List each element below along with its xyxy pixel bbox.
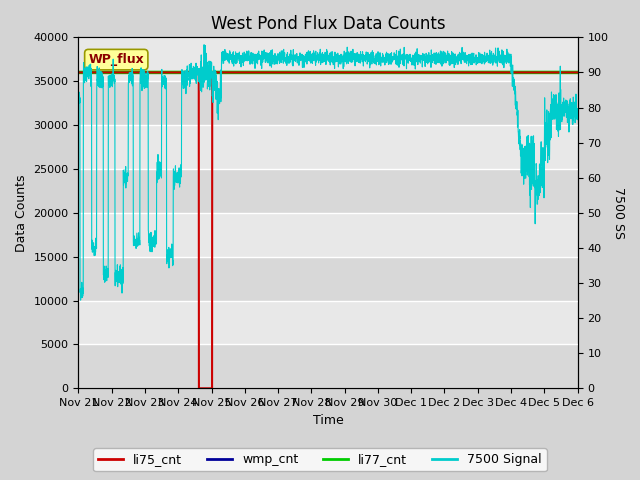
Bar [79,300,578,345]
Bar [79,125,578,169]
Legend: li75_cnt, wmp_cnt, li77_cnt, 7500 Signal: li75_cnt, wmp_cnt, li77_cnt, 7500 Signal [93,448,547,471]
Bar [79,345,578,388]
Y-axis label: Data Counts: Data Counts [15,174,28,252]
Bar [79,37,578,81]
Y-axis label: 7500 SS: 7500 SS [612,187,625,239]
X-axis label: Time: Time [312,414,344,427]
Bar [79,169,578,213]
Title: West Pond Flux Data Counts: West Pond Flux Data Counts [211,15,445,33]
Bar [79,81,578,125]
Bar [79,213,578,257]
Text: WP_flux: WP_flux [88,53,144,66]
Bar [79,257,578,300]
